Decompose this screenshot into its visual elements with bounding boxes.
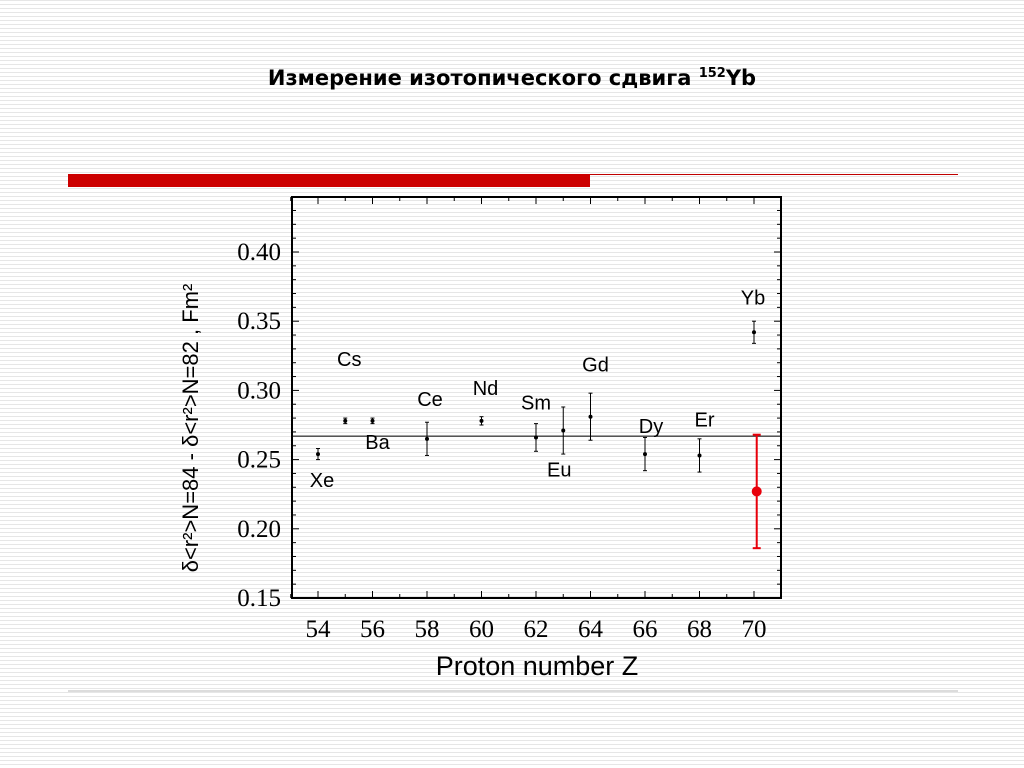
- title-main: Измерение изотопического сдвига: [267, 66, 699, 90]
- element-label: Ce: [417, 389, 443, 411]
- data-point: [561, 428, 566, 433]
- data-point: [588, 414, 593, 419]
- y-tick-label: 0.40: [237, 239, 281, 266]
- page-title: Измерение изотопического сдвига 152Yb: [0, 66, 1024, 90]
- x-tick-label: 54: [306, 616, 332, 643]
- element-label: Gd: [582, 355, 609, 377]
- element-label: Er: [695, 409, 715, 431]
- element-label: Nd: [473, 378, 499, 400]
- x-tick-label: 56: [360, 616, 385, 643]
- data-point: [697, 453, 702, 458]
- y-tick-label: 0.15: [237, 585, 281, 612]
- x-tick-label: 68: [687, 616, 712, 643]
- y-tick-label: 0.25: [237, 447, 281, 474]
- x-tick-label: 64: [578, 616, 604, 643]
- highlight-point: [751, 486, 762, 497]
- accent-bar: [68, 174, 590, 187]
- x-tick-label: 66: [633, 616, 658, 643]
- x-axis-title: Proton number Z: [436, 651, 639, 681]
- bottom-divider: [68, 690, 958, 692]
- x-tick-label: 60: [469, 616, 494, 643]
- title-superscript: 152: [698, 66, 726, 81]
- x-tick-label: 70: [742, 616, 767, 643]
- y-tick-label: 0.20: [237, 516, 281, 543]
- data-point: [370, 418, 375, 423]
- element-label: Cs: [337, 349, 361, 371]
- element-label: Dy: [639, 416, 663, 438]
- data-point: [479, 418, 484, 423]
- y-tick-label: 0.30: [237, 377, 281, 404]
- x-tick-label: 62: [524, 616, 549, 643]
- data-point: [534, 435, 538, 440]
- x-tick-label: 58: [415, 616, 440, 643]
- element-label: Sm: [521, 392, 551, 414]
- data-point: [316, 452, 320, 457]
- y-tick-label: 0.35: [237, 308, 281, 335]
- element-label: Ba: [365, 432, 390, 454]
- title-tail: Yb: [725, 66, 757, 90]
- element-label: Yb: [741, 287, 765, 309]
- y-axis-title: δ<r²>N=84 - δ<r²>N=82 , Fm²: [178, 284, 203, 573]
- data-point: [343, 418, 348, 423]
- data-point: [752, 330, 756, 335]
- element-label: Eu: [547, 460, 571, 482]
- data-point: [425, 436, 429, 441]
- element-label: Xe: [310, 470, 334, 492]
- data-point: [643, 452, 647, 457]
